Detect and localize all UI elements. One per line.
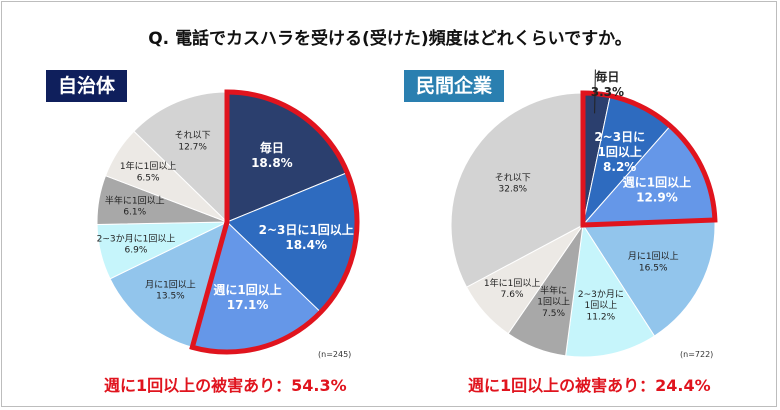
slice-value-label: 11.2%: [587, 312, 616, 322]
pie-title-private: 民間企業: [404, 70, 505, 102]
sample-size-private: (n=722): [680, 350, 714, 359]
slice-label: 1年に1回以上 7.6%: [484, 277, 540, 300]
slice-label: 2~3日に1回以上 18.4%: [259, 222, 354, 252]
slice-category-label: 1年に1回以上: [120, 160, 176, 172]
slice-label: 週に1回以上 12.9%: [623, 175, 691, 205]
slice-value-label: 12.9%: [636, 191, 678, 205]
slice-category-label: 月に1回以上: [628, 251, 679, 262]
slice-label: 月に1回以上 13.5%: [145, 279, 196, 301]
highlight-outline: [189, 89, 360, 355]
slice-value-label: 7.6%: [501, 290, 524, 300]
highlight-outline: [580, 90, 718, 228]
slice-label: それ以下 32.8%: [495, 172, 531, 194]
slice-value-label: 17.1%: [227, 298, 269, 312]
pie-slice: [133, 91, 228, 224]
summary-private: 週に1回以上の被害あり：24.4%: [468, 376, 711, 395]
slice-value-label: 12.7%: [178, 142, 207, 152]
slice-category-label: 月に1回以上: [145, 279, 196, 290]
slice-label: 2~3か月に1回以上 6.9%: [97, 233, 176, 255]
pie-slice: [109, 221, 228, 348]
slice-label: 半年に 1回以上 7.5%: [537, 284, 570, 319]
slice-value-label: 18.8%: [251, 156, 293, 170]
slice-value-label: 18.4%: [285, 238, 327, 252]
slice-category-label: 1回以上: [598, 144, 642, 159]
slice-value-label: 16.5%: [639, 263, 668, 273]
slice-value-label: 6.1%: [123, 208, 146, 218]
pie-slice: [450, 92, 584, 288]
slice-category-label: 2~3日に: [594, 130, 645, 144]
slice-value-label: 3.3%: [591, 85, 624, 99]
slice-label: 2~3か月に 1回以上 11.2%: [578, 289, 624, 323]
slice-category-label: 2~3か月に1回以上: [97, 233, 176, 244]
slice-value-label: 8.2%: [603, 160, 636, 174]
sample-size-municipality: (n=245): [318, 350, 352, 359]
slice-label: 月に1回以上 16.5%: [628, 251, 679, 273]
chart-title: Q. 電話でカスハラを受ける(受けた)頻度はどれくらいですか。: [148, 29, 632, 49]
slice-label: 2~3日に 1回以上 8.2%: [594, 130, 645, 174]
slice-category-label: 毎日: [260, 140, 284, 155]
slice-category-label: 2~3か月に: [578, 289, 624, 300]
slice-value-label: 7.5%: [542, 309, 565, 319]
slice-value-label: 32.8%: [499, 185, 528, 195]
slice-label: 1年に1回以上 6.5%: [120, 160, 176, 183]
slice-category-label: 1年に1回以上: [484, 277, 540, 289]
slice-label: 毎日 18.8%: [251, 140, 293, 170]
pie-slice: [582, 219, 716, 337]
slice-category-label: 1回以上: [584, 300, 617, 311]
slice-label: 週に1回以上 17.1%: [213, 282, 281, 312]
slice-category-label: 1回以上: [537, 297, 570, 308]
slice-label: 毎日 3.3%: [591, 69, 624, 99]
pie-slice: [565, 223, 656, 358]
summary-municipality: 週に1回以上の被害あり：54.3%: [104, 376, 347, 395]
slice-value-label: 6.9%: [125, 246, 148, 256]
slice-category-label: 週に1回以上: [623, 175, 691, 190]
slice-category-label: 週に1回以上: [213, 282, 281, 297]
slice-value-label: 13.5%: [156, 292, 185, 302]
slice-value-label: 6.5%: [137, 173, 160, 183]
slice-category-label: 半年に: [540, 284, 567, 296]
slice-label: 半年に1回以上 6.1%: [105, 194, 165, 217]
slice-category-label: 2~3日に1回以上: [259, 222, 354, 237]
pie-title-municipality: 自治体: [46, 70, 128, 102]
slice-category-label: それ以下: [175, 130, 211, 141]
leader-line: [594, 69, 596, 114]
slice-category-label: 毎日: [595, 69, 619, 84]
slice-category-label: 半年に1回以上: [105, 194, 165, 206]
slice-label: それ以下 12.7%: [175, 130, 211, 152]
slice-category-label: それ以下: [495, 172, 531, 183]
